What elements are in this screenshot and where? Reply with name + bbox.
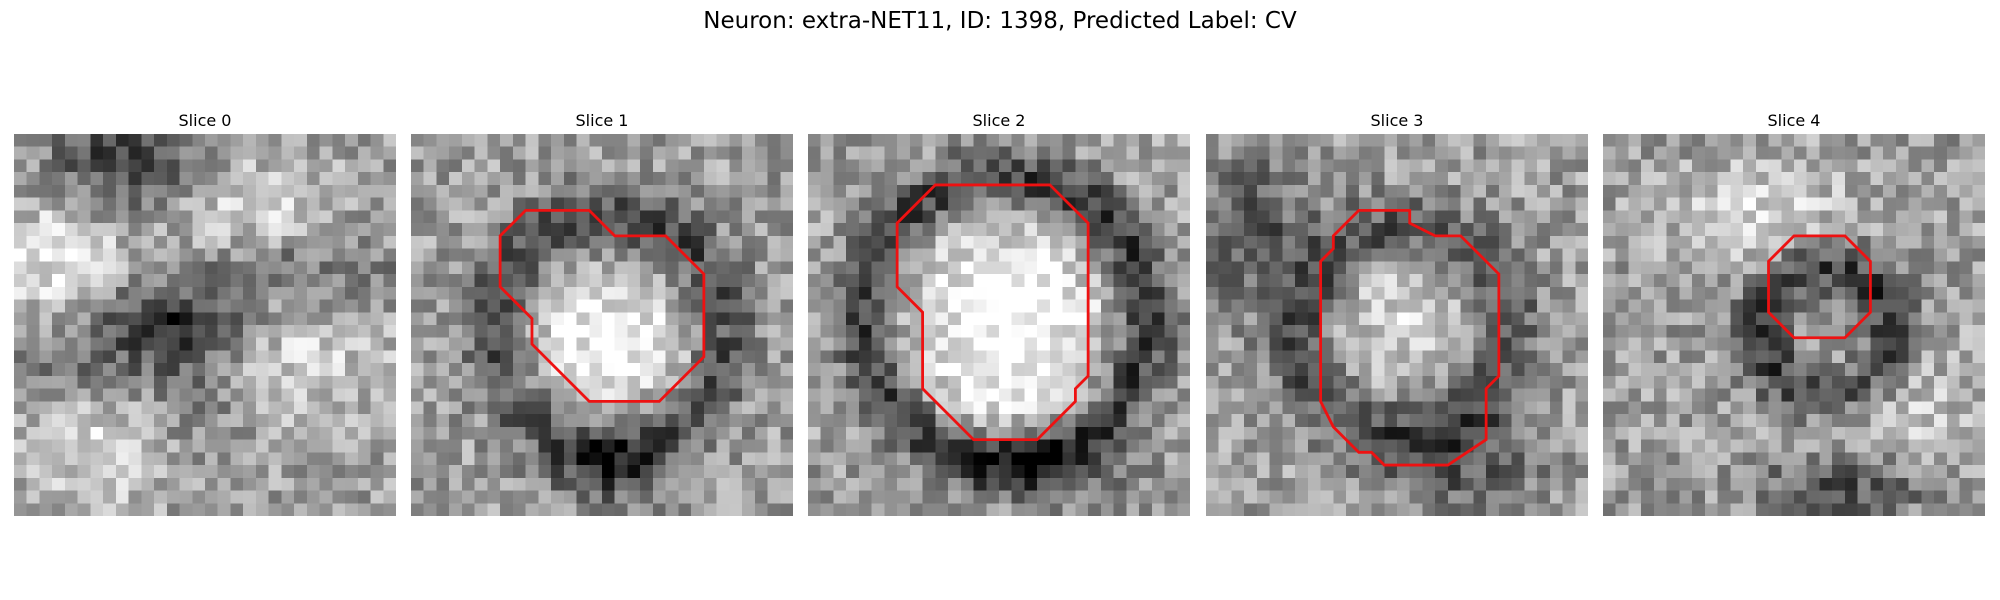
slice-title: Slice 3: [1206, 108, 1588, 134]
slice-image: [1206, 134, 1588, 516]
slice-image: [808, 134, 1190, 516]
figure-title: Neuron: extra-NET11, ID: 1398, Predicted…: [0, 8, 2000, 34]
slice-panel-4: Slice 4: [1603, 108, 1985, 516]
slice-image: [14, 134, 396, 516]
slice-title: Slice 1: [411, 108, 793, 134]
slice-title: Slice 0: [14, 108, 396, 134]
slice-panel-3: Slice 3: [1206, 108, 1588, 516]
slice-image: [411, 134, 793, 516]
slice-panel-1: Slice 1: [411, 108, 793, 516]
slice-panel-2: Slice 2: [808, 108, 1190, 516]
slice-title: Slice 2: [808, 108, 1190, 134]
slice-title: Slice 4: [1603, 108, 1985, 134]
slice-image: [1603, 134, 1985, 516]
slice-panel-0: Slice 0: [14, 108, 396, 516]
